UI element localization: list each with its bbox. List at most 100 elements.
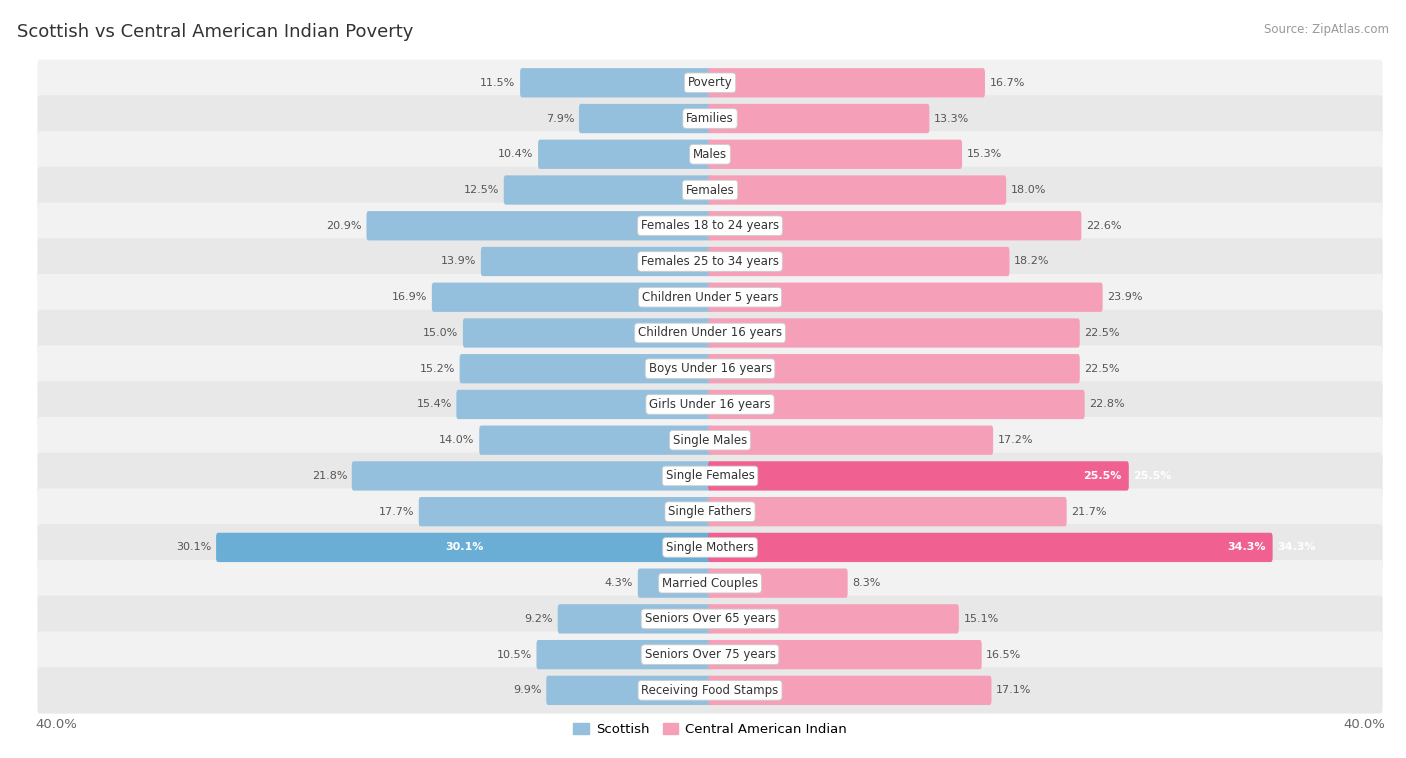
Text: 15.4%: 15.4% xyxy=(416,399,451,409)
FancyBboxPatch shape xyxy=(709,604,959,634)
Text: 18.0%: 18.0% xyxy=(1011,185,1046,195)
Text: Single Females: Single Females xyxy=(665,469,755,482)
Text: 30.1%: 30.1% xyxy=(176,543,211,553)
FancyBboxPatch shape xyxy=(520,68,711,98)
FancyBboxPatch shape xyxy=(38,488,1382,535)
Text: Girls Under 16 years: Girls Under 16 years xyxy=(650,398,770,411)
FancyBboxPatch shape xyxy=(558,604,711,634)
Text: Married Couples: Married Couples xyxy=(662,577,758,590)
Text: 34.3%: 34.3% xyxy=(1277,543,1316,553)
FancyBboxPatch shape xyxy=(638,568,711,598)
FancyBboxPatch shape xyxy=(352,462,711,490)
Text: 11.5%: 11.5% xyxy=(481,78,516,88)
FancyBboxPatch shape xyxy=(709,139,962,169)
FancyBboxPatch shape xyxy=(709,283,1102,312)
Text: 34.3%: 34.3% xyxy=(1227,543,1265,553)
FancyBboxPatch shape xyxy=(479,425,711,455)
FancyBboxPatch shape xyxy=(38,238,1382,285)
Text: 16.7%: 16.7% xyxy=(990,78,1025,88)
FancyBboxPatch shape xyxy=(460,354,711,384)
Text: 15.3%: 15.3% xyxy=(967,149,1002,159)
Text: 8.3%: 8.3% xyxy=(852,578,880,588)
FancyBboxPatch shape xyxy=(503,175,711,205)
Text: Seniors Over 65 years: Seniors Over 65 years xyxy=(644,612,776,625)
Legend: Scottish, Central American Indian: Scottish, Central American Indian xyxy=(568,718,852,742)
Text: 23.9%: 23.9% xyxy=(1107,293,1143,302)
Text: 22.5%: 22.5% xyxy=(1084,328,1119,338)
Text: Males: Males xyxy=(693,148,727,161)
Text: 15.1%: 15.1% xyxy=(963,614,998,624)
FancyBboxPatch shape xyxy=(419,497,711,526)
Text: 17.7%: 17.7% xyxy=(378,506,415,517)
FancyBboxPatch shape xyxy=(481,247,711,276)
FancyBboxPatch shape xyxy=(709,568,848,598)
Text: Boys Under 16 years: Boys Under 16 years xyxy=(648,362,772,375)
FancyBboxPatch shape xyxy=(709,462,1129,490)
FancyBboxPatch shape xyxy=(709,640,981,669)
Text: Families: Families xyxy=(686,112,734,125)
Text: 30.1%: 30.1% xyxy=(444,543,484,553)
FancyBboxPatch shape xyxy=(38,274,1382,321)
Text: Seniors Over 75 years: Seniors Over 75 years xyxy=(644,648,776,661)
Text: 25.5%: 25.5% xyxy=(1084,471,1122,481)
Text: Receiving Food Stamps: Receiving Food Stamps xyxy=(641,684,779,697)
Text: 25.5%: 25.5% xyxy=(1133,471,1171,481)
Text: 15.0%: 15.0% xyxy=(423,328,458,338)
FancyBboxPatch shape xyxy=(38,525,1382,571)
FancyBboxPatch shape xyxy=(38,167,1382,213)
FancyBboxPatch shape xyxy=(38,381,1382,428)
FancyBboxPatch shape xyxy=(38,667,1382,713)
FancyBboxPatch shape xyxy=(709,104,929,133)
Text: 12.5%: 12.5% xyxy=(464,185,499,195)
Text: 13.3%: 13.3% xyxy=(934,114,969,124)
FancyBboxPatch shape xyxy=(367,211,711,240)
Text: Females: Females xyxy=(686,183,734,196)
FancyBboxPatch shape xyxy=(38,60,1382,106)
Text: 21.7%: 21.7% xyxy=(1071,506,1107,517)
FancyBboxPatch shape xyxy=(38,631,1382,678)
Text: 10.5%: 10.5% xyxy=(496,650,531,659)
FancyBboxPatch shape xyxy=(38,202,1382,249)
FancyBboxPatch shape xyxy=(38,96,1382,142)
Text: 22.5%: 22.5% xyxy=(1084,364,1119,374)
Text: 22.8%: 22.8% xyxy=(1090,399,1125,409)
Text: 7.9%: 7.9% xyxy=(546,114,575,124)
Text: 4.3%: 4.3% xyxy=(605,578,633,588)
FancyBboxPatch shape xyxy=(709,211,1081,240)
Text: Single Males: Single Males xyxy=(673,434,747,446)
Text: 17.1%: 17.1% xyxy=(995,685,1032,695)
Text: Children Under 16 years: Children Under 16 years xyxy=(638,327,782,340)
Text: Females 25 to 34 years: Females 25 to 34 years xyxy=(641,255,779,268)
FancyBboxPatch shape xyxy=(538,139,711,169)
Text: 18.2%: 18.2% xyxy=(1014,256,1049,267)
FancyBboxPatch shape xyxy=(463,318,711,348)
FancyBboxPatch shape xyxy=(38,417,1382,463)
FancyBboxPatch shape xyxy=(709,425,993,455)
FancyBboxPatch shape xyxy=(38,346,1382,392)
FancyBboxPatch shape xyxy=(709,354,1080,384)
FancyBboxPatch shape xyxy=(537,640,711,669)
Text: Poverty: Poverty xyxy=(688,77,733,89)
Text: 15.2%: 15.2% xyxy=(419,364,456,374)
FancyBboxPatch shape xyxy=(38,310,1382,356)
FancyBboxPatch shape xyxy=(38,596,1382,642)
FancyBboxPatch shape xyxy=(38,131,1382,177)
FancyBboxPatch shape xyxy=(709,318,1080,348)
Text: 9.2%: 9.2% xyxy=(524,614,553,624)
Text: 17.2%: 17.2% xyxy=(998,435,1033,445)
Text: Source: ZipAtlas.com: Source: ZipAtlas.com xyxy=(1264,23,1389,36)
Text: 16.5%: 16.5% xyxy=(986,650,1022,659)
FancyBboxPatch shape xyxy=(709,497,1067,526)
FancyBboxPatch shape xyxy=(709,68,986,98)
FancyBboxPatch shape xyxy=(579,104,711,133)
Text: 13.9%: 13.9% xyxy=(441,256,477,267)
Text: 21.8%: 21.8% xyxy=(312,471,347,481)
FancyBboxPatch shape xyxy=(38,453,1382,500)
Text: 14.0%: 14.0% xyxy=(439,435,475,445)
Text: 9.9%: 9.9% xyxy=(513,685,541,695)
Text: 20.9%: 20.9% xyxy=(326,221,361,230)
Text: Children Under 5 years: Children Under 5 years xyxy=(641,291,779,304)
FancyBboxPatch shape xyxy=(709,533,1272,562)
FancyBboxPatch shape xyxy=(38,560,1382,606)
FancyBboxPatch shape xyxy=(709,175,1007,205)
